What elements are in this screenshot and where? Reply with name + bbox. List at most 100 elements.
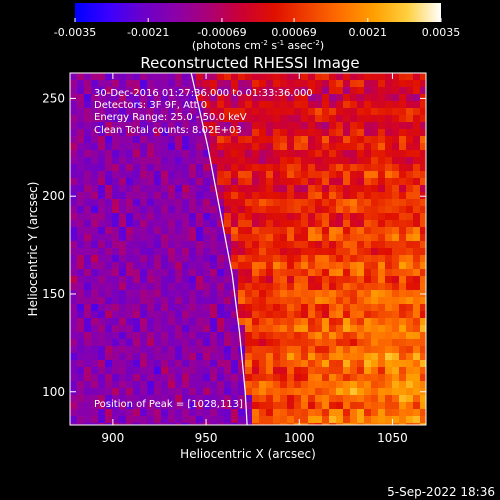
heatmap-cell — [112, 192, 119, 199]
heatmap-cell — [378, 283, 385, 290]
heatmap-cell — [329, 80, 336, 87]
heatmap-cell — [98, 80, 105, 87]
heatmap-cell — [238, 220, 245, 227]
heatmap-cell — [273, 234, 280, 241]
heatmap-cell — [105, 353, 112, 360]
heatmap-cell — [245, 360, 252, 367]
heatmap-cell — [161, 367, 168, 374]
heatmap-cell — [196, 220, 203, 227]
heatmap-cell — [364, 108, 371, 115]
heatmap-cell — [175, 304, 182, 311]
heatmap-cell — [112, 248, 119, 255]
heatmap-cell — [308, 262, 315, 269]
heatmap-cell — [273, 262, 280, 269]
heatmap-cell — [210, 353, 217, 360]
heatmap-cell — [238, 332, 245, 339]
heatmap-cell — [168, 367, 175, 374]
heatmap-cell — [119, 227, 126, 234]
heatmap-cell — [413, 241, 420, 248]
heatmap-cell — [273, 367, 280, 374]
heatmap-cell — [385, 122, 392, 129]
heatmap-cell — [217, 402, 224, 409]
heatmap-cell — [287, 367, 294, 374]
heatmap-cell — [203, 360, 210, 367]
heatmap-cell — [371, 248, 378, 255]
heatmap-cell — [70, 381, 77, 388]
heatmap-cell — [280, 262, 287, 269]
heatmap-cell — [203, 94, 210, 101]
heatmap-cell — [126, 402, 133, 409]
heatmap-cell — [203, 234, 210, 241]
heatmap-cell — [119, 283, 126, 290]
heatmap-cell — [287, 80, 294, 87]
heatmap-cell — [273, 248, 280, 255]
heatmap-cell — [378, 157, 385, 164]
heatmap-cell — [224, 297, 231, 304]
heatmap-cell — [336, 171, 343, 178]
colorbar-tick-label: -0.0021 — [127, 26, 169, 39]
heatmap-cell — [126, 339, 133, 346]
heatmap-cell — [287, 136, 294, 143]
heatmap-cell — [98, 290, 105, 297]
heatmap-cell — [161, 255, 168, 262]
heatmap-cell — [112, 136, 119, 143]
heatmap-cell — [371, 73, 378, 80]
heatmap-cell — [245, 325, 252, 332]
heatmap-cell — [378, 255, 385, 262]
heatmap-cell — [105, 94, 112, 101]
heatmap-cell — [175, 80, 182, 87]
heatmap-cell — [238, 192, 245, 199]
heatmap-cell — [182, 171, 189, 178]
heatmap-cell — [140, 94, 147, 101]
heatmap-cell — [182, 101, 189, 108]
heatmap-cell — [364, 80, 371, 87]
heatmap-cell — [399, 206, 406, 213]
heatmap-cell — [217, 339, 224, 346]
heatmap-cell — [119, 388, 126, 395]
annotation-total-counts: Clean Total counts: 8.02E+03 — [94, 125, 242, 136]
heatmap-cell — [126, 164, 133, 171]
heatmap-cell — [98, 402, 105, 409]
heatmap-cell — [266, 80, 273, 87]
heatmap-cell — [343, 213, 350, 220]
heatmap-cell — [217, 129, 224, 136]
heatmap-cell — [70, 297, 77, 304]
heatmap-cell — [392, 381, 399, 388]
heatmap-cell — [343, 332, 350, 339]
heatmap-cell — [140, 241, 147, 248]
heatmap-cell — [378, 178, 385, 185]
heatmap-cell — [154, 94, 161, 101]
heatmap-cell — [91, 185, 98, 192]
heatmap-cell — [203, 318, 210, 325]
heatmap-cell — [84, 136, 91, 143]
heatmap-cell — [371, 360, 378, 367]
heatmap-cell — [273, 164, 280, 171]
heatmap-cell — [238, 206, 245, 213]
heatmap-cell — [371, 304, 378, 311]
heatmap-cell — [406, 213, 413, 220]
heatmap-cell — [112, 346, 119, 353]
heatmap-cell — [245, 185, 252, 192]
heatmap-cell — [336, 332, 343, 339]
heatmap-cell — [322, 150, 329, 157]
heatmap-cell — [329, 255, 336, 262]
heatmap-cell — [266, 143, 273, 150]
heatmap-cell — [364, 255, 371, 262]
heatmap-cell — [322, 262, 329, 269]
heatmap-cell — [364, 136, 371, 143]
heatmap-cell — [112, 304, 119, 311]
heatmap-cell — [217, 206, 224, 213]
heatmap-cell — [301, 73, 308, 80]
heatmap-cell — [413, 325, 420, 332]
heatmap-cell — [371, 269, 378, 276]
heatmap-cell — [126, 388, 133, 395]
heatmap-cell — [273, 199, 280, 206]
heatmap-cell — [175, 73, 182, 80]
heatmap-cell — [315, 360, 322, 367]
heatmap-cell — [329, 136, 336, 143]
heatmap-cell — [98, 374, 105, 381]
heatmap-cell — [392, 374, 399, 381]
heatmap-cell — [196, 199, 203, 206]
heatmap-cell — [273, 206, 280, 213]
heatmap-cell — [273, 381, 280, 388]
